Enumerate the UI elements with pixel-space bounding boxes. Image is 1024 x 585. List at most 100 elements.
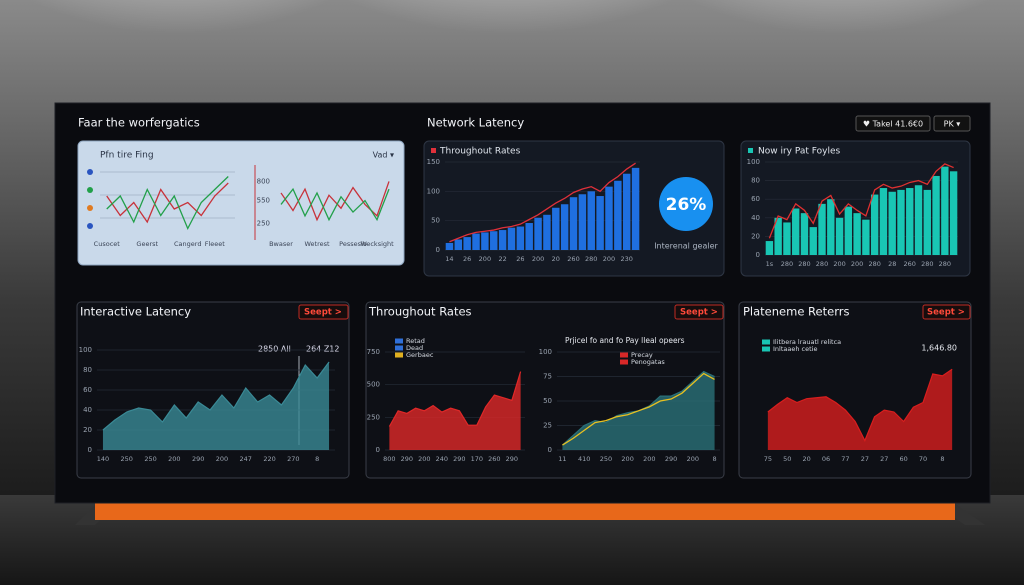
y-tick-label: 500: [367, 381, 380, 389]
x-tick-label: 140: [97, 455, 109, 463]
bar: [622, 173, 631, 250]
y-tick-label: 50: [431, 217, 440, 225]
card-icon: [431, 148, 436, 153]
bar: [923, 189, 931, 255]
x-tick-label: 800: [383, 455, 395, 463]
bar: [897, 189, 905, 255]
legend-label: Inltaaeh cetie: [773, 345, 817, 353]
x-tick-label: 200: [532, 255, 544, 263]
x-tick-label: 280: [585, 255, 597, 263]
y-tick-label: 50: [543, 397, 552, 405]
button[interactable]: [922, 304, 971, 320]
y-tick-label: 60: [83, 386, 92, 394]
bar: [783, 222, 791, 255]
x-tick-label: Wecksight: [360, 240, 394, 248]
x-tick-label: 240: [436, 455, 448, 463]
kpi-value: 26%: [666, 195, 707, 215]
x-tick-label: 11: [558, 455, 566, 463]
y-tick-label: 100: [539, 348, 552, 356]
x-tick-label: 290: [665, 455, 677, 463]
legend-swatch: [395, 345, 403, 351]
y-tick-label: 550: [257, 197, 270, 205]
bar: [844, 206, 853, 255]
bar: [445, 242, 454, 250]
x-tick-label: Fleeet: [205, 240, 226, 248]
bar: [774, 217, 782, 255]
x-tick-label: 200: [216, 455, 228, 463]
bar: [605, 186, 613, 250]
x-tick-label: 280: [781, 260, 793, 268]
card-menu[interactable]: Vad ▾: [373, 151, 394, 160]
x-tick-label: 8: [315, 455, 319, 463]
x-tick-label: 27: [861, 455, 869, 463]
x-tick-label: 200: [168, 455, 180, 463]
x-tick-label: 20: [552, 255, 560, 263]
button[interactable]: [674, 304, 724, 320]
x-tick-label: 8: [712, 455, 716, 463]
bar: [906, 188, 914, 255]
x-tick-label: 14: [445, 255, 453, 263]
x-tick-label: 280: [798, 260, 810, 268]
x-tick-label: 410: [578, 455, 590, 463]
x-tick-label: 280: [921, 260, 933, 268]
bar: [888, 191, 896, 255]
y-tick-label: 20: [83, 426, 92, 434]
x-tick-label: 200: [603, 255, 615, 263]
line: [106, 176, 229, 231]
x-tick-label: 260: [904, 260, 916, 268]
bar: [463, 237, 471, 250]
x-tick-label: Geerst: [136, 240, 158, 248]
x-tick-label: 220: [263, 455, 275, 463]
y-tick-label: 40: [751, 214, 760, 222]
area-line: [767, 368, 953, 442]
y-tick-label: 100: [747, 158, 760, 166]
bar: [560, 204, 569, 250]
card-gridlines: [100, 171, 235, 219]
y-tick-label: 0: [548, 446, 552, 454]
x-tick-label: 260: [567, 255, 579, 263]
y-tick-label: 800: [257, 177, 270, 185]
panel: [365, 301, 725, 479]
legend-swatch: [620, 352, 628, 358]
button[interactable]: [933, 115, 971, 132]
panel-title: Throughout Rates: [368, 305, 472, 319]
bar: [454, 239, 463, 250]
x-tick-label: 260: [488, 455, 500, 463]
x-tick-label: 26: [463, 255, 471, 263]
area-fill: [767, 369, 953, 450]
card-icon: [748, 148, 753, 153]
y-tick-label: 60: [751, 195, 760, 203]
legend-label: Penogatas: [631, 358, 665, 366]
x-tick-label: 280: [939, 260, 951, 268]
y-tick-label: 75: [543, 373, 552, 381]
bar: [932, 175, 940, 255]
x-tick-label: 250: [121, 455, 133, 463]
panel-title: Plateneme Reterrs: [743, 305, 849, 319]
bar: [809, 227, 817, 255]
x-tick-label: 290: [453, 455, 465, 463]
card-title: Pfn tire Fing: [100, 151, 154, 161]
button[interactable]: [298, 304, 349, 320]
panel-title: Network Latency: [427, 116, 524, 130]
button[interactable]: [855, 115, 931, 132]
annotation: 2850 All: [258, 345, 291, 354]
line: [562, 372, 715, 446]
bar: [552, 207, 560, 250]
legend-label: Precay: [631, 351, 653, 359]
area-line: [102, 361, 330, 431]
annotation: 264 Z12: [306, 345, 339, 354]
x-tick-label: 280: [868, 260, 880, 268]
x-tick-label: Cangerd: [174, 240, 201, 248]
bar: [800, 213, 809, 255]
bar: [481, 232, 489, 250]
legend-swatch: [395, 352, 403, 358]
bar: [596, 196, 604, 250]
x-tick-label: 8: [940, 455, 944, 463]
x-tick-label: 28: [888, 260, 896, 268]
bar: [587, 191, 595, 250]
x-tick-label: Bwaser: [269, 240, 293, 248]
y-tick-label: 0: [756, 251, 760, 259]
bar: [835, 217, 844, 255]
x-tick-label: 290: [506, 455, 518, 463]
x-tick-label: 250: [600, 455, 612, 463]
